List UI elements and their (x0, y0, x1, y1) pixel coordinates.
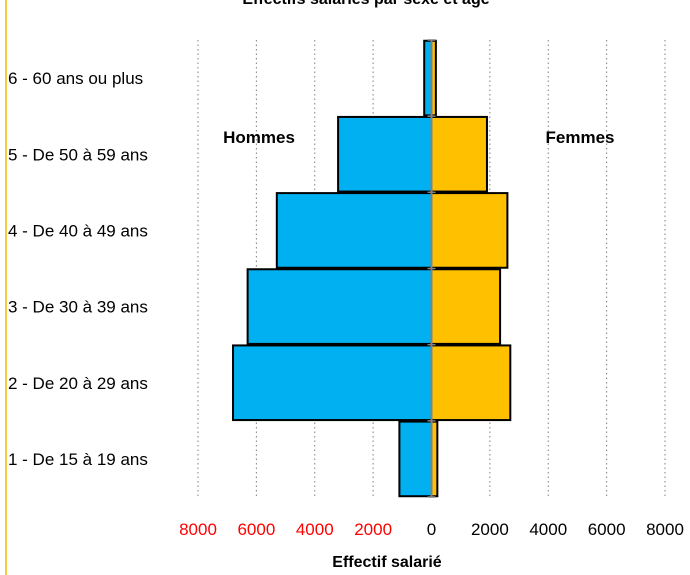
center-axis-layer (427, 39, 436, 498)
x-tick-label-8: 8000 (646, 520, 684, 539)
bar-femmes-2 (430, 268, 502, 345)
bar-femmes-3 (430, 192, 509, 269)
x-tick-label-4: 0 (427, 520, 436, 539)
x-tick-label-5: 2000 (471, 520, 509, 539)
bar-femmes-4 (430, 115, 488, 193)
bar-hommes-2 (246, 268, 433, 345)
bar-hommes-3 (275, 192, 433, 269)
bar-hommes-5 (423, 39, 433, 117)
x-tick-labels: 8000 6000 4000 2000 0 2000 4000 6000 8000 (179, 520, 684, 539)
category-label-5: 6 - 60 ans ou plus (8, 69, 143, 88)
category-label-4: 5 - De 50 à 59 ans (8, 145, 148, 164)
category-labels: 1 - De 15 à 19 ans 2 - De 20 à 29 ans 3 - … (8, 69, 148, 469)
x-axis-title: Effectif salarié (332, 554, 441, 571)
x-tick-label-3: 2000 (354, 520, 392, 539)
category-label-3: 4 - De 40 à 49 ans (8, 221, 148, 240)
series-label-hommes: Hommes (223, 128, 295, 147)
x-tick-label-2: 4000 (296, 520, 334, 539)
x-tick-label-1: 6000 (237, 520, 275, 539)
x-tick-label-0: 8000 (179, 520, 217, 539)
x-tick-label-7: 6000 (588, 520, 626, 539)
x-tick-label-6: 4000 (529, 520, 567, 539)
category-label-1: 2 - De 20 à 29 ans (8, 374, 148, 393)
category-label-2: 3 - De 30 à 39 ans (8, 298, 148, 317)
bar-hommes-4 (337, 115, 433, 193)
category-label-0: 1 - De 15 à 19 ans (8, 450, 148, 469)
bar-hommes-1 (232, 344, 433, 422)
bar-hommes-0 (398, 420, 433, 498)
series-label-femmes: Femmes (546, 128, 615, 147)
bars-layer (232, 39, 512, 498)
bar-femmes-1 (430, 344, 512, 422)
